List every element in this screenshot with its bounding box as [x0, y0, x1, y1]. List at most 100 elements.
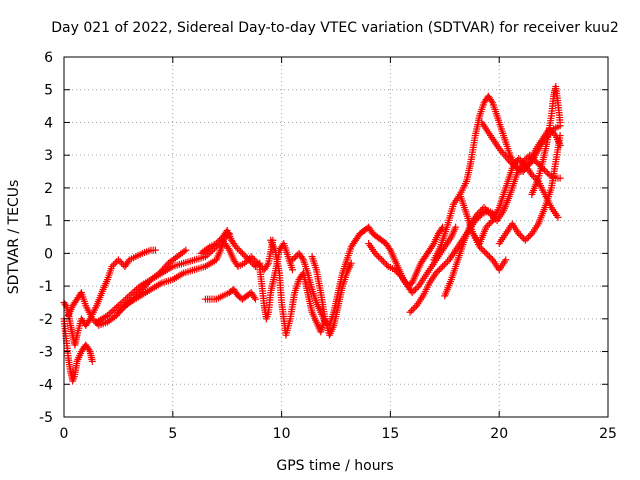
data-point — [516, 231, 524, 239]
data-point — [250, 294, 258, 302]
data-point — [251, 295, 259, 303]
y-tick-label: 0 — [44, 246, 53, 262]
data-point — [381, 259, 389, 267]
data-point — [131, 287, 139, 295]
data-point — [435, 266, 443, 274]
series-9 — [256, 240, 296, 323]
data-point — [116, 300, 124, 308]
data-point — [413, 284, 421, 292]
data-point — [252, 258, 260, 266]
data-point — [182, 246, 190, 254]
data-point — [485, 208, 493, 216]
x-tick-label: 0 — [60, 426, 69, 442]
axis-ticks: 0 5 10 15 20 25 -5 -4 -3 -2 -1 0 1 2 3 4 5 6 — [39, 50, 617, 442]
data-point — [556, 132, 564, 140]
series-14 — [365, 223, 460, 297]
series-22 — [478, 118, 564, 176]
data-point — [373, 251, 381, 259]
data-point — [487, 254, 495, 262]
data-point — [212, 240, 220, 248]
data-point — [237, 248, 245, 256]
data-point — [411, 303, 419, 311]
data-point — [408, 289, 416, 297]
x-tick-label: 15 — [381, 426, 399, 442]
data-point — [485, 220, 493, 228]
data-point — [298, 254, 306, 262]
data-point — [502, 256, 510, 264]
data-point — [406, 308, 414, 316]
data-point — [475, 208, 483, 216]
data-point — [374, 253, 382, 261]
x-tick-label: 10 — [273, 426, 291, 442]
data-point — [235, 246, 243, 254]
data-point — [111, 259, 119, 267]
y-tick-label: 6 — [44, 50, 53, 66]
y-tick-label: -4 — [39, 377, 53, 393]
data-point — [554, 213, 562, 221]
data-point — [61, 300, 69, 308]
data-point — [529, 172, 537, 180]
data-point — [480, 204, 488, 212]
x-tick-label: 20 — [490, 426, 508, 442]
y-tick-label: 2 — [44, 181, 53, 197]
series-21 — [528, 82, 564, 198]
data-series — [60, 82, 564, 385]
data-point — [371, 249, 379, 257]
data-point — [452, 223, 460, 231]
data-point — [544, 169, 552, 177]
data-point — [556, 122, 564, 130]
y-tick-label: 1 — [44, 214, 53, 230]
data-point — [238, 249, 246, 257]
y-tick-label: -1 — [39, 279, 53, 295]
data-point — [556, 174, 564, 182]
data-point — [109, 307, 117, 315]
data-point — [240, 251, 248, 259]
data-point — [288, 266, 296, 274]
data-point — [250, 256, 258, 264]
data-point — [523, 235, 531, 243]
data-point — [378, 256, 386, 264]
data-point — [288, 256, 296, 264]
y-tick-label: -3 — [39, 345, 53, 361]
data-point — [392, 267, 400, 275]
data-point — [440, 261, 448, 269]
x-tick-label: 5 — [168, 426, 177, 442]
data-point — [408, 307, 416, 315]
series-12 — [308, 253, 355, 339]
data-point — [232, 243, 240, 251]
data-point — [518, 158, 526, 166]
chart-title: Day 021 of 2022, Sidereal Day-to-day VTE… — [51, 20, 619, 36]
data-point — [410, 287, 418, 295]
x-tick-label: 25 — [599, 426, 617, 442]
data-point — [429, 241, 437, 249]
series-5 — [114, 230, 233, 316]
data-point — [432, 269, 440, 277]
data-point — [473, 210, 481, 218]
y-tick-label: 3 — [44, 148, 53, 164]
data-point — [107, 308, 115, 316]
data-point — [379, 258, 387, 266]
data-point — [85, 346, 93, 354]
data-point — [108, 262, 116, 270]
y-axis-label: SDTVAR / TECUs — [6, 180, 22, 295]
data-point — [151, 246, 159, 254]
data-point — [290, 254, 298, 262]
series-7 — [201, 285, 259, 303]
data-point — [263, 261, 271, 269]
data-point — [442, 259, 450, 267]
data-point — [247, 253, 255, 261]
data-point — [234, 244, 242, 252]
data-point — [254, 259, 262, 267]
data-point — [522, 154, 530, 162]
data-point — [488, 97, 496, 105]
data-point — [479, 246, 487, 254]
data-point — [477, 244, 485, 252]
data-point — [518, 233, 526, 241]
data-point — [241, 259, 249, 267]
data-point — [376, 254, 384, 262]
data-point — [385, 244, 393, 252]
data-point — [110, 261, 118, 269]
data-point — [244, 256, 252, 264]
data-point — [88, 357, 96, 365]
